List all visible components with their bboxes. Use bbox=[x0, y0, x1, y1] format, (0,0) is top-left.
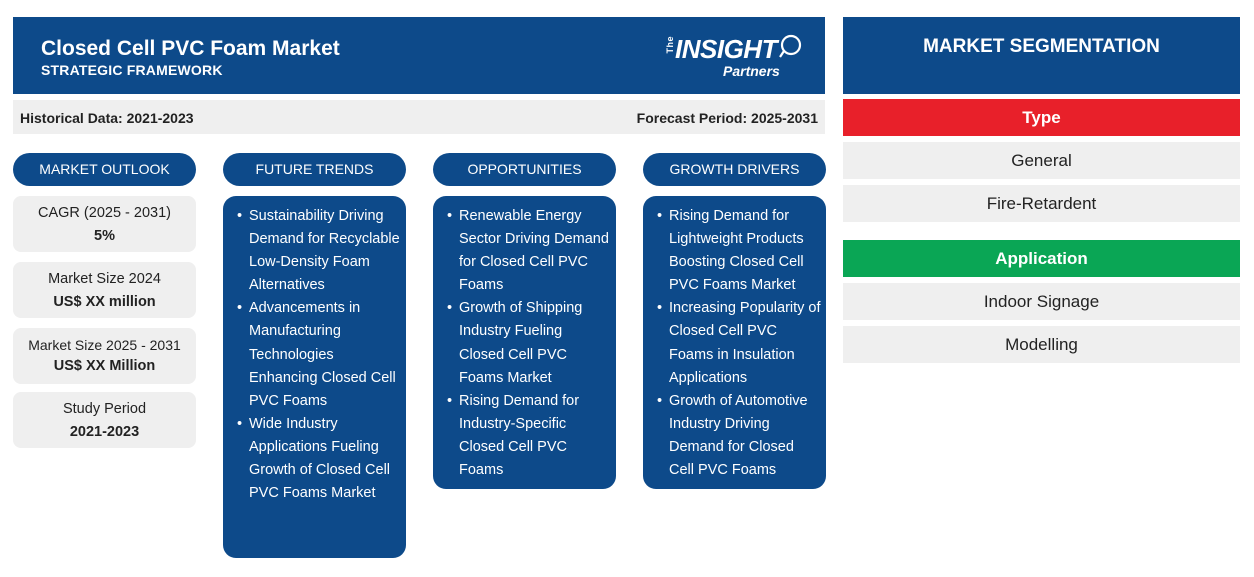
forecast-period: Forecast Period: 2025-2031 bbox=[636, 110, 818, 126]
segment-item-indoor-signage: Indoor Signage bbox=[843, 283, 1240, 320]
future-trends-header: FUTURE TRENDS bbox=[223, 153, 406, 186]
growth-drivers-header: GROWTH DRIVERS bbox=[643, 153, 826, 186]
segment-type-label: Type bbox=[843, 99, 1240, 136]
report-header: Closed Cell PVC Foam Market STRATEGIC FR… bbox=[13, 17, 825, 94]
list-item: Growth of Shipping Industry Fueling Clos… bbox=[447, 297, 610, 389]
outlook-value: US$ XX Million bbox=[53, 358, 156, 374]
segment-application-label: Application bbox=[843, 240, 1240, 277]
outlook-value: 5% bbox=[94, 228, 115, 244]
segment-item-general: General bbox=[843, 142, 1240, 179]
outlook-card-market-size-2024: Market Size 2024 US$ XX million bbox=[13, 262, 196, 318]
outlook-label: Market Size 2024 bbox=[48, 271, 161, 287]
list-item: Rising Demand for Industry-Specific Clos… bbox=[447, 390, 610, 482]
list-item: Increasing Popularity of Closed Cell PVC… bbox=[657, 297, 822, 389]
outlook-card-cagr: CAGR (2025 - 2031) 5% bbox=[13, 196, 196, 252]
market-outlook-header: MARKET OUTLOOK bbox=[13, 153, 196, 186]
opportunities-box: Renewable Energy Sector Driving Demand f… bbox=[433, 196, 616, 489]
outlook-value: 2021-2023 bbox=[69, 424, 140, 440]
outlook-label: Study Period bbox=[62, 401, 147, 417]
growth-drivers-box: Rising Demand for Lightweight Products B… bbox=[643, 196, 826, 489]
list-item: Growth of Automotive Industry Driving De… bbox=[657, 390, 822, 482]
future-trends-box: Sustainability Driving Demand for Recycl… bbox=[223, 196, 406, 558]
report-subtitle: STRATEGIC FRAMEWORK bbox=[41, 62, 223, 78]
segment-item-modelling: Modelling bbox=[843, 326, 1240, 363]
insight-partners-logo: The INSIGHT Partners bbox=[663, 34, 803, 82]
list-item: Rising Demand for Lightweight Products B… bbox=[657, 205, 822, 297]
outlook-label: Market Size 2025 - 2031 bbox=[28, 337, 181, 353]
list-item: Wide Industry Applications Fueling Growt… bbox=[237, 413, 400, 505]
report-title: Closed Cell PVC Foam Market bbox=[41, 37, 340, 60]
period-bar: Historical Data: 2021-2023 Forecast Peri… bbox=[13, 100, 825, 134]
list-item: Renewable Energy Sector Driving Demand f… bbox=[447, 205, 610, 297]
segment-item-fire-retardent: Fire-Retardent bbox=[843, 185, 1240, 222]
historical-data: Historical Data: 2021-2023 bbox=[20, 110, 194, 126]
opportunities-header: OPPORTUNITIES bbox=[433, 153, 616, 186]
list-item: Advancements in Manufacturing Technologi… bbox=[237, 297, 400, 412]
logo-insight-text: INSIGHT bbox=[675, 34, 777, 64]
outlook-card-market-size-forecast: Market Size 2025 - 2031 US$ XX Million bbox=[13, 328, 196, 384]
logo-the-text: The bbox=[665, 36, 675, 54]
list-item: Sustainability Driving Demand for Recycl… bbox=[237, 205, 400, 297]
outlook-card-study-period: Study Period 2021-2023 bbox=[13, 392, 196, 448]
segmentation-header: MARKET SEGMENTATION bbox=[843, 17, 1240, 94]
logo-bulb-icon bbox=[779, 34, 802, 58]
logo-partners-text: Partners bbox=[723, 63, 780, 79]
outlook-value: US$ XX million bbox=[53, 294, 156, 310]
outlook-label: CAGR (2025 - 2031) bbox=[38, 205, 171, 221]
